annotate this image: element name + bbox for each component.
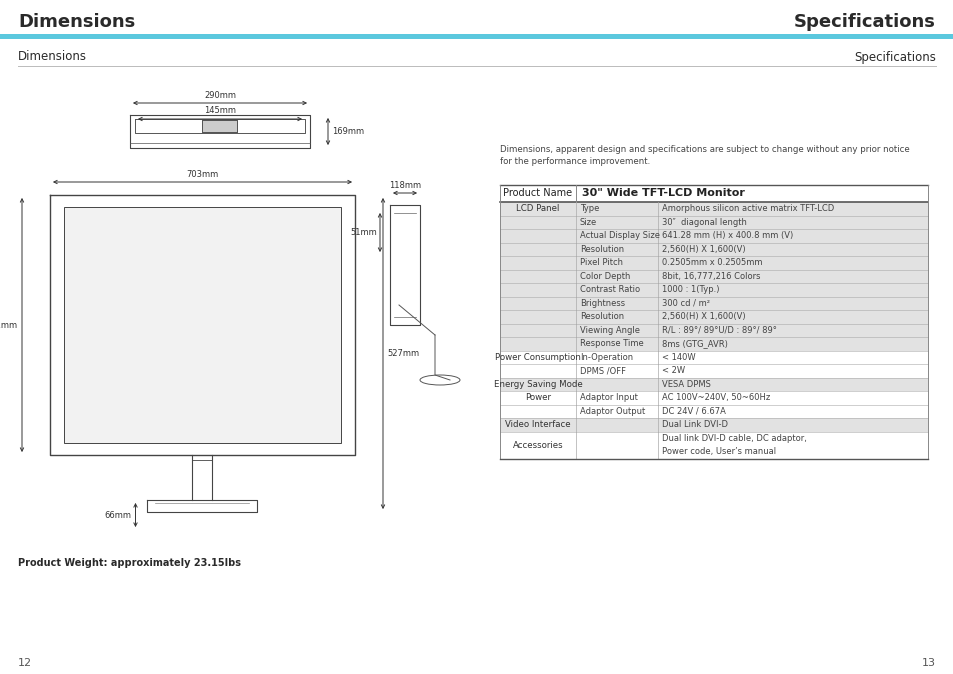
Text: Contrast Ratio: Contrast Ratio bbox=[579, 285, 639, 295]
Text: 8ms (GTG_AVR): 8ms (GTG_AVR) bbox=[661, 339, 727, 348]
Text: Video Interface: Video Interface bbox=[505, 421, 570, 429]
Text: 2,560(H) X 1,600(V): 2,560(H) X 1,600(V) bbox=[661, 245, 745, 253]
Text: Dual link DVI-D cable, DC adaptor,: Dual link DVI-D cable, DC adaptor, bbox=[661, 434, 806, 443]
Bar bbox=[499, 229, 927, 243]
Text: Dimensions: Dimensions bbox=[18, 13, 135, 31]
Text: DPMS /OFF: DPMS /OFF bbox=[579, 366, 625, 375]
Text: 1000 : 1(Typ.): 1000 : 1(Typ.) bbox=[661, 285, 719, 295]
Bar bbox=[64, 207, 340, 443]
Bar bbox=[202, 120, 237, 132]
Text: VESA DPMS: VESA DPMS bbox=[661, 379, 710, 389]
Text: 169mm: 169mm bbox=[332, 127, 364, 136]
Text: Resolution: Resolution bbox=[579, 245, 623, 253]
Bar bbox=[499, 243, 927, 256]
Text: 66mm: 66mm bbox=[105, 510, 132, 520]
Text: 461mm: 461mm bbox=[0, 321, 18, 330]
Bar bbox=[499, 297, 927, 310]
Text: Actual Display Size: Actual Display Size bbox=[579, 231, 659, 240]
Text: AC 100V~240V, 50~60Hz: AC 100V~240V, 50~60Hz bbox=[661, 393, 769, 402]
Text: Product Weight: approximately 23.15lbs: Product Weight: approximately 23.15lbs bbox=[18, 558, 241, 568]
Text: Adaptor Input: Adaptor Input bbox=[579, 393, 638, 402]
Text: Power code, User’s manual: Power code, User’s manual bbox=[661, 448, 776, 456]
Text: DC 24V / 6.67A: DC 24V / 6.67A bbox=[661, 406, 725, 416]
Text: 30" Wide TFT-LCD Monitor: 30" Wide TFT-LCD Monitor bbox=[581, 189, 744, 199]
Text: Energy Saving Mode: Energy Saving Mode bbox=[493, 379, 581, 389]
Text: 12: 12 bbox=[18, 658, 32, 668]
Text: Viewing Angle: Viewing Angle bbox=[579, 326, 639, 335]
Text: 30″  diagonal length: 30″ diagonal length bbox=[661, 218, 746, 226]
Text: Specifications: Specifications bbox=[853, 51, 935, 63]
Bar bbox=[499, 310, 927, 324]
Bar bbox=[499, 270, 927, 283]
Text: Brightness: Brightness bbox=[579, 299, 624, 308]
Bar bbox=[499, 283, 927, 297]
Text: Resolution: Resolution bbox=[579, 312, 623, 321]
Bar bbox=[499, 377, 927, 391]
Bar bbox=[499, 202, 927, 216]
Text: Type: Type bbox=[579, 204, 598, 213]
Text: Dual Link DVI-D: Dual Link DVI-D bbox=[661, 421, 727, 429]
Bar bbox=[499, 350, 927, 364]
Text: LCD Panel: LCD Panel bbox=[516, 204, 559, 213]
Text: Color Depth: Color Depth bbox=[579, 272, 630, 281]
Text: R/L : 89°/ 89°U/D : 89°/ 89°: R/L : 89°/ 89°U/D : 89°/ 89° bbox=[661, 326, 776, 335]
Bar bbox=[499, 216, 927, 229]
Text: Size: Size bbox=[579, 218, 597, 226]
Text: 703mm: 703mm bbox=[186, 170, 218, 179]
Text: Dimensions, apparent design and specifications are subject to change without any: Dimensions, apparent design and specific… bbox=[499, 145, 909, 166]
Bar bbox=[499, 391, 927, 404]
Text: 0.2505mm x 0.2505mm: 0.2505mm x 0.2505mm bbox=[661, 258, 761, 268]
Bar bbox=[499, 418, 927, 431]
Text: < 140W: < 140W bbox=[661, 353, 695, 362]
Bar bbox=[499, 324, 927, 337]
Text: Power: Power bbox=[524, 393, 551, 402]
Text: Adaptor Output: Adaptor Output bbox=[579, 406, 644, 416]
Text: In-Operation: In-Operation bbox=[579, 353, 633, 362]
Text: Specifications: Specifications bbox=[793, 13, 935, 31]
Text: 51mm: 51mm bbox=[350, 228, 376, 237]
Bar bbox=[499, 337, 927, 350]
Bar bbox=[499, 364, 927, 377]
Text: < 2W: < 2W bbox=[661, 366, 684, 375]
Text: 641.28 mm (H) x 400.8 mm (V): 641.28 mm (H) x 400.8 mm (V) bbox=[661, 231, 792, 240]
Text: 527mm: 527mm bbox=[387, 349, 418, 358]
Text: Power Consumption: Power Consumption bbox=[495, 353, 580, 362]
Text: Pixel Pitch: Pixel Pitch bbox=[579, 258, 622, 268]
Bar bbox=[499, 431, 927, 458]
Bar bbox=[499, 256, 927, 270]
Text: 118mm: 118mm bbox=[389, 181, 420, 190]
Text: 290mm: 290mm bbox=[204, 91, 235, 100]
Bar bbox=[0, 34, 953, 39]
Text: 300 cd / m²: 300 cd / m² bbox=[661, 299, 709, 308]
Text: Amorphous silicon active matrix TFT-LCD: Amorphous silicon active matrix TFT-LCD bbox=[661, 204, 833, 213]
Text: 2,560(H) X 1,600(V): 2,560(H) X 1,600(V) bbox=[661, 312, 745, 321]
Text: 8bit, 16,777,216 Colors: 8bit, 16,777,216 Colors bbox=[661, 272, 760, 281]
Text: Dimensions: Dimensions bbox=[18, 51, 87, 63]
Text: Product Name: Product Name bbox=[503, 189, 572, 199]
Bar bbox=[499, 404, 927, 418]
Bar bbox=[499, 185, 927, 202]
Text: Accessories: Accessories bbox=[512, 441, 562, 450]
Text: 13: 13 bbox=[921, 658, 935, 668]
Text: Response Time: Response Time bbox=[579, 339, 643, 348]
Text: 145mm: 145mm bbox=[204, 106, 235, 115]
